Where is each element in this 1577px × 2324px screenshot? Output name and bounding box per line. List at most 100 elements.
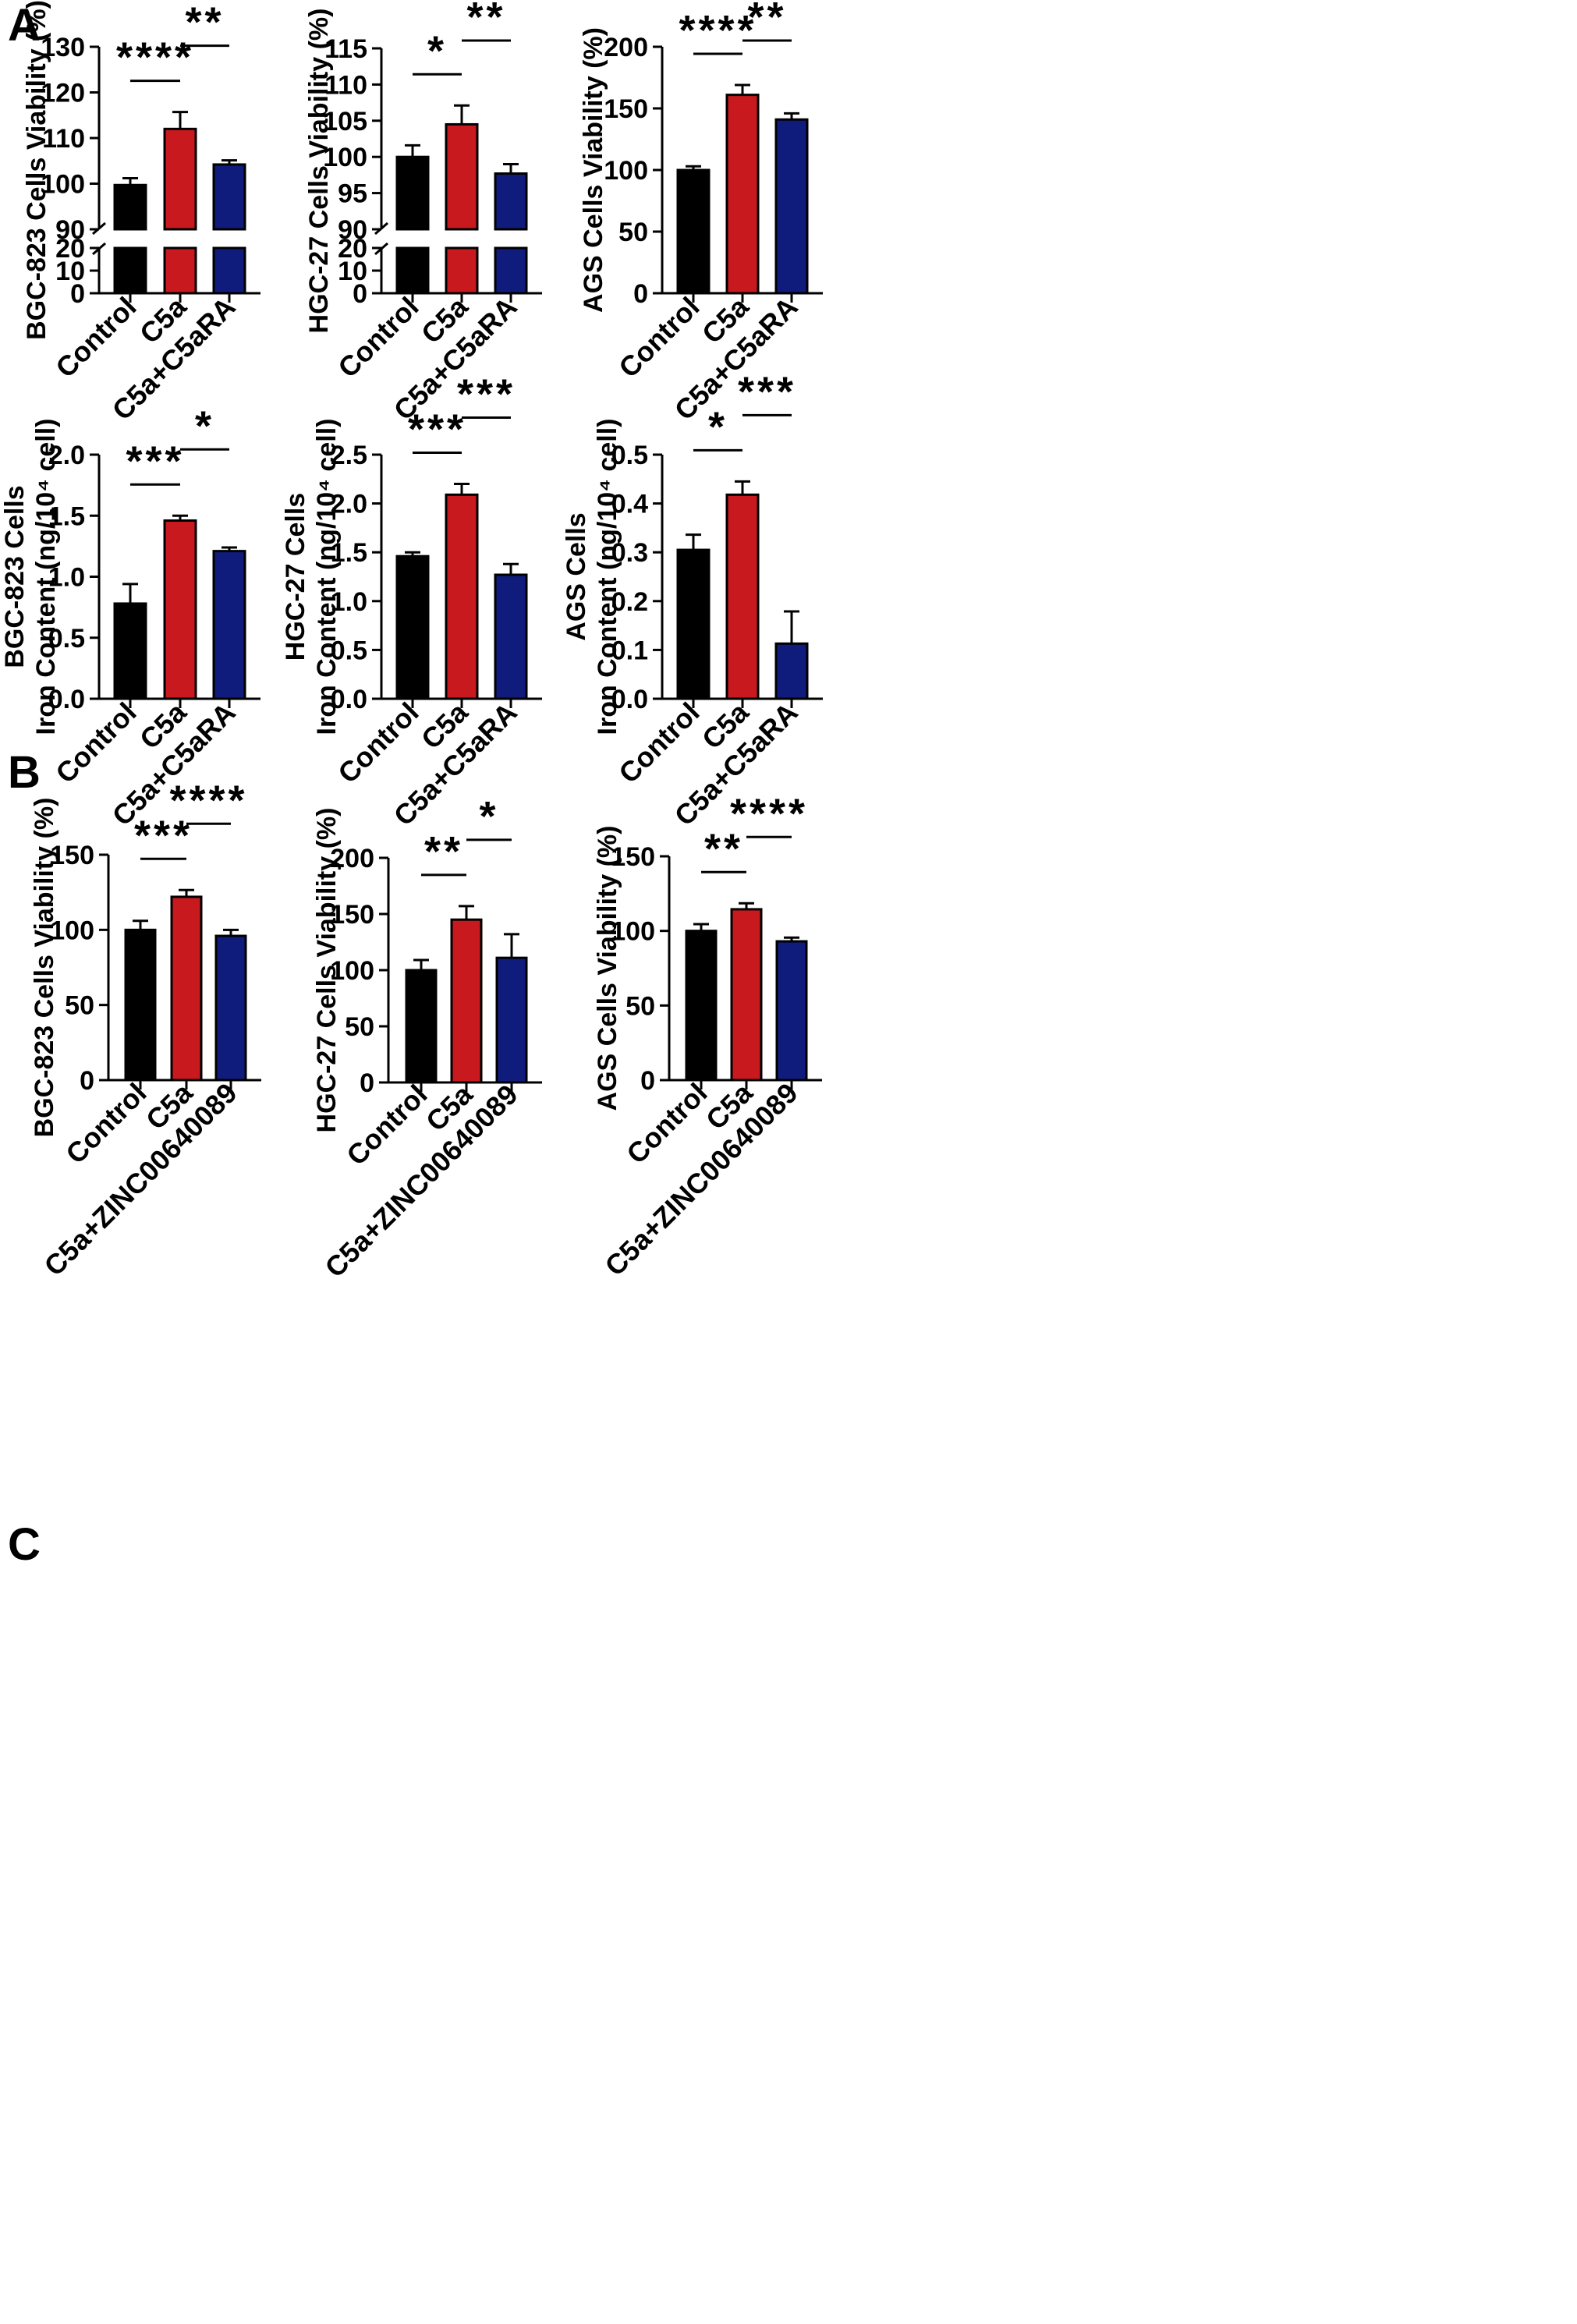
y-axis-label-0: AGS Cells [562,512,591,640]
sig-label-1: * [195,402,214,449]
y-tick-label-4: 0.4 [611,490,648,519]
y-lower-tick-label-0: 0 [353,279,367,309]
y-tick-label-2: 1.0 [48,563,85,593]
y-lower-tick-label-1: 10 [55,257,85,286]
bar-2 [774,118,809,295]
y-upper-tick-label-3: 120 [41,79,85,108]
y-lower-tick-label-0: 0 [70,279,85,309]
bar-2 [494,573,528,700]
y-upper-tick-label-0: 90 [55,215,85,245]
sig-label-0: * [708,403,728,450]
bar-1 [725,94,760,295]
y-lower-tick-label-2: 20 [338,234,367,264]
y-tick-label-3: 1.5 [48,501,85,531]
x-tick-label-0: Control [49,291,142,384]
sig-label-1: * [479,793,498,840]
y-tick-label-4: 2.0 [331,490,367,519]
chart-b3: 0.0 0.1 0.2 0.3 0.4 0.5 AGS Cells Iron Content … [562,368,823,832]
sig-label-0: ** [424,828,463,875]
bar-2 [774,642,809,700]
y-upper-tick-label-0: 90 [338,215,367,245]
y-axis-label-0: AGS Cells Viability (%) [593,826,622,1111]
y-upper-tick-label-4: 130 [41,33,85,62]
bar-0 [676,168,711,295]
y-tick-label-3: 150 [611,842,655,872]
y-tick-label-3: 0.3 [611,538,648,568]
sig-label-0: *** [408,406,466,453]
sig-label-1: ** [185,0,224,46]
x-tick-label-0: Control [59,1077,152,1170]
y-upper-tick-label-5: 115 [324,34,367,64]
y-tick-label-5: 0.5 [611,441,648,470]
bar-0 [405,969,438,1084]
y-axis-label-0: HGC-27 Cells Viability (%) [312,808,342,1133]
sig-label-1: ** [747,0,786,41]
y-tick-label-2: 100 [50,916,94,945]
y-tick-label-3: 1.5 [331,538,367,568]
bar-0 [113,183,147,231]
y-tick-label-0: 0 [640,1066,655,1096]
bar-lower-1 [163,246,197,295]
y-tick-label-0: 0.0 [611,685,648,714]
bar-1 [445,122,479,231]
sig-label-0: ** [704,825,743,872]
y-tick-label-2: 0.2 [611,587,648,617]
y-tick-label-1: 50 [345,1012,374,1042]
y-tick-label-5: 2.5 [331,441,367,470]
y-tick-label-0: 0 [360,1068,374,1098]
sig-label-1: ** [466,0,505,41]
y-lower-tick-label-2: 20 [55,234,85,264]
bar-2 [495,956,528,1084]
bar-lower-1 [445,246,479,295]
y-axis-label-1: Iron Content (ng/10⁴ cell) [593,419,622,735]
bar-0 [395,554,430,700]
bar-lower-0 [113,246,147,295]
chart-b2: 0.0 0.5 1.0 1.5 2.0 2.5 HGC-27 Cells Iron Conte… [281,371,542,832]
bar-0 [395,155,430,231]
y-axis-label-0: HGC-27 Cells Viability (%) [304,9,334,334]
y-axis-label-0: BGC-823 Cells Viability (%) [22,0,51,340]
x-tick-label-0: Control [331,291,424,384]
bar-2 [212,550,246,700]
bar-2 [212,163,246,231]
sig-label-0: **** [679,7,757,54]
y-upper-tick-label-3: 105 [323,107,367,136]
y-tick-label-4: 200 [330,844,374,873]
y-lower-tick-label-1: 10 [338,257,367,286]
bar-0 [113,602,147,700]
y-tick-label-0: 0 [633,279,648,309]
sig-label-1: *** [738,368,796,415]
bar-1 [163,519,197,700]
panel-letter-c: C [8,1519,41,1570]
y-tick-label-1: 0.1 [611,636,648,665]
x-tick-label-0: Control [620,1077,713,1170]
y-tick-label-1: 50 [618,218,648,247]
y-tick-label-3: 150 [330,900,374,930]
y-tick-label-4: 200 [604,33,648,62]
y-axis-label-1: Iron Content (ng/10⁴ cell) [31,419,61,735]
panel-letter-a: A [8,0,41,51]
sig-label-1: **** [730,790,808,837]
y-tick-label-0: 0.0 [48,685,85,714]
sig-label-0: *** [134,812,193,859]
y-axis-label-0: BGC-823 Cells [0,485,30,668]
sig-label-0: *** [126,438,184,484]
y-axis-label-0: HGC-27 Cells [281,493,310,661]
panel-letter-b: B [8,747,41,798]
bar-lower-2 [494,246,528,295]
y-tick-label-0: 0 [80,1066,94,1096]
y-tick-label-2: 1.0 [331,587,367,617]
x-tick-label-0: Control [612,291,705,384]
y-axis-label-0: AGS Cells Viability (%) [579,27,608,313]
bar-0 [685,930,718,1082]
y-tick-label-2: 100 [604,156,648,186]
y-upper-tick-label-2: 100 [323,143,367,172]
sig-label-0: * [427,27,447,74]
bar-lower-0 [395,246,430,295]
y-tick-label-3: 150 [50,841,94,870]
